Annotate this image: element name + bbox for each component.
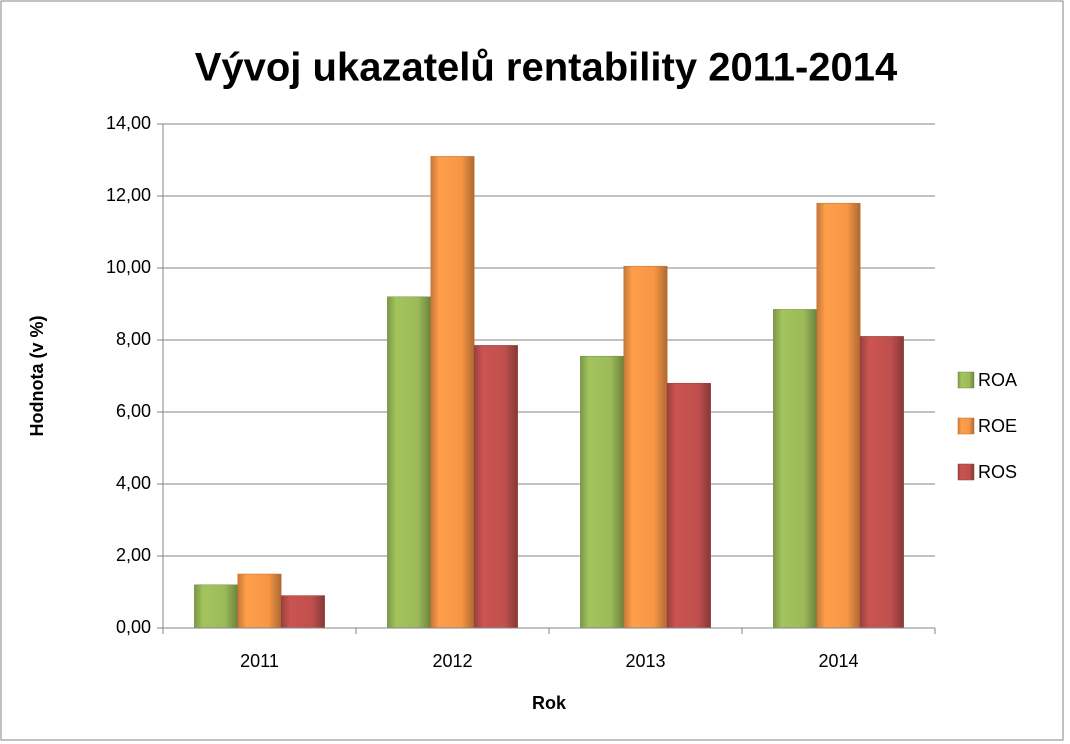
bar [580, 355, 625, 629]
y-tick-label: 14,00 [106, 113, 151, 133]
bar [387, 296, 432, 629]
y-tick-label: 10,00 [106, 257, 151, 277]
chart-title: Vývoj ukazatelů rentability 2011-2014 [195, 46, 898, 90]
legend-label: ROS [978, 462, 1017, 482]
y-tick-label: 2,00 [116, 545, 151, 565]
legend-swatch [957, 371, 975, 389]
bar [237, 573, 282, 629]
bar [773, 309, 818, 629]
y-tick-label: 6,00 [116, 401, 151, 421]
y-tick-label: 4,00 [116, 473, 151, 493]
y-tick-label: 0,00 [116, 617, 151, 637]
x-tick-label: 2012 [432, 651, 472, 671]
y-tick-label: 12,00 [106, 185, 151, 205]
legend-swatch [957, 417, 975, 435]
legend-label: ROE [978, 416, 1017, 436]
x-axis-label: Rok [532, 693, 567, 713]
legend-label: ROA [978, 370, 1017, 390]
bar [194, 584, 239, 629]
bar [666, 382, 711, 629]
y-axis-label: Hodnota (v %) [27, 316, 47, 437]
x-tick-label: 2013 [625, 651, 665, 671]
y-tick-label: 8,00 [116, 329, 151, 349]
bar [859, 336, 904, 629]
bar [280, 595, 325, 629]
x-tick-label: 2011 [240, 651, 279, 671]
bar [623, 265, 668, 629]
x-tick-label: 2014 [818, 651, 858, 671]
bar [816, 202, 861, 629]
legend-swatch [957, 463, 975, 481]
bar [473, 345, 518, 629]
bar [430, 156, 475, 629]
